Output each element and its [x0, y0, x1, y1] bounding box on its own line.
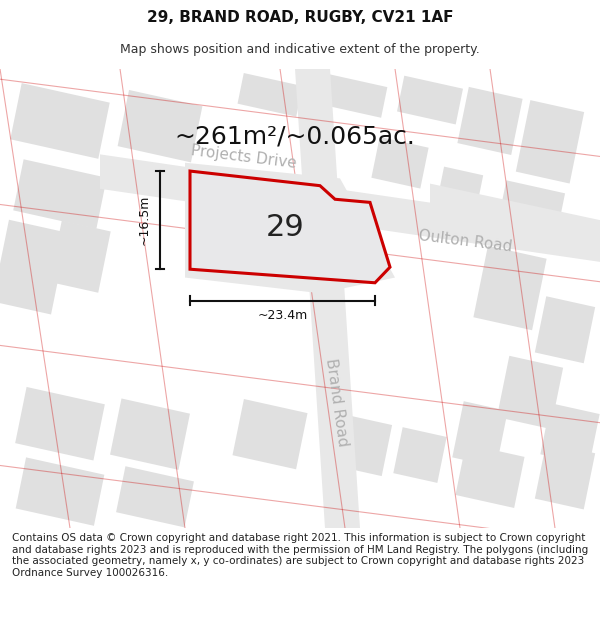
Polygon shape [495, 181, 565, 249]
Polygon shape [541, 403, 599, 465]
Polygon shape [118, 90, 202, 162]
Text: Oulton Road: Oulton Road [418, 228, 512, 254]
Polygon shape [437, 167, 483, 211]
Polygon shape [455, 444, 524, 508]
Polygon shape [13, 159, 107, 229]
Polygon shape [535, 442, 595, 509]
Polygon shape [116, 466, 194, 528]
Polygon shape [535, 296, 595, 363]
Text: ~23.4m: ~23.4m [257, 309, 308, 322]
Polygon shape [457, 87, 523, 155]
Polygon shape [232, 399, 308, 469]
Polygon shape [516, 100, 584, 184]
Polygon shape [371, 137, 428, 189]
Polygon shape [452, 401, 508, 467]
Text: Brand Road: Brand Road [323, 357, 350, 448]
Polygon shape [313, 72, 388, 118]
Polygon shape [394, 427, 446, 483]
Polygon shape [430, 184, 600, 257]
Text: Map shows position and indicative extent of the property.: Map shows position and indicative extent… [120, 43, 480, 56]
Polygon shape [473, 246, 547, 330]
Polygon shape [15, 387, 105, 461]
Text: ~261m²/~0.065ac.: ~261m²/~0.065ac. [175, 124, 415, 149]
Text: Projects Drive: Projects Drive [190, 144, 298, 171]
Polygon shape [110, 399, 190, 470]
Polygon shape [16, 458, 104, 526]
Text: 29, BRAND ROAD, RUGBY, CV21 1AF: 29, BRAND ROAD, RUGBY, CV21 1AF [147, 9, 453, 24]
Polygon shape [100, 154, 600, 262]
Polygon shape [0, 220, 68, 314]
Polygon shape [185, 162, 395, 293]
Polygon shape [497, 356, 563, 429]
Polygon shape [238, 73, 302, 117]
Polygon shape [10, 83, 110, 159]
Text: Contains OS data © Crown copyright and database right 2021. This information is : Contains OS data © Crown copyright and d… [12, 533, 588, 578]
Polygon shape [397, 76, 463, 124]
Polygon shape [295, 69, 360, 528]
Polygon shape [190, 171, 390, 282]
Polygon shape [49, 221, 110, 292]
Text: ~16.5m: ~16.5m [137, 195, 151, 246]
Text: 29: 29 [266, 213, 304, 242]
Polygon shape [328, 413, 392, 476]
